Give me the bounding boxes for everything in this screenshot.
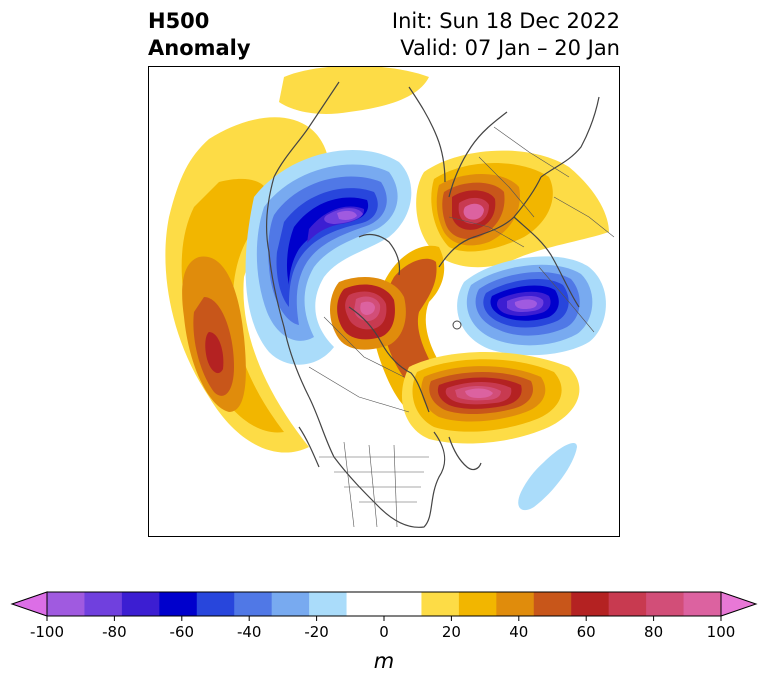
colorbar-unit-label: m xyxy=(374,649,394,673)
colorbar: -100 -80 -60 -40 -20 0 20 40 60 80 100 m xyxy=(0,584,768,684)
anomaly-map xyxy=(149,67,619,536)
greenland-south-tip xyxy=(453,321,461,329)
colorbar-tick-label: 0 xyxy=(379,623,389,641)
colorbar-segment xyxy=(459,592,497,616)
colorbar-tick-label: 20 xyxy=(442,623,461,641)
barents-positive-anomaly xyxy=(416,151,609,268)
colorbar-tick-label: 40 xyxy=(509,623,528,641)
forecast-dates: Init: Sun 18 Dec 2022 Valid: 07 Jan – 20… xyxy=(392,8,620,62)
colorbar-segment xyxy=(496,592,534,616)
colorbar-segment xyxy=(272,592,310,616)
colorbar-segment xyxy=(609,592,647,616)
colorbar-segment xyxy=(684,592,722,616)
map-title: H500 Anomaly xyxy=(148,8,251,62)
colorbar-segment xyxy=(534,592,572,616)
colorbar-segment xyxy=(646,592,684,616)
init-date: Init: Sun 18 Dec 2022 xyxy=(392,8,620,35)
title-line-1: H500 xyxy=(148,8,251,35)
colorbar-segment xyxy=(571,592,609,616)
north-atlantic-positive-anomaly xyxy=(402,352,579,443)
colorbar-segment xyxy=(122,592,160,616)
valid-range: Valid: 07 Jan – 20 Jan xyxy=(392,35,620,62)
colorbar-segment xyxy=(197,592,235,616)
colorbar-tick-label: 100 xyxy=(707,623,736,641)
colorbar-tick-label: -60 xyxy=(170,623,195,641)
subtropical-atlantic-negative-anomaly xyxy=(518,443,577,510)
colorbar-segment xyxy=(421,592,459,616)
colorbar-tick-label: 80 xyxy=(644,623,663,641)
colorbar-tick-label: -20 xyxy=(304,623,329,641)
siberia-arc-positive-anomaly xyxy=(279,67,429,114)
title-line-2: Anomaly xyxy=(148,35,251,62)
colorbar-segment xyxy=(347,592,385,616)
colorbar-tick-label: 60 xyxy=(577,623,596,641)
colorbar-tick-label: -100 xyxy=(30,623,64,641)
map-panel xyxy=(148,66,620,537)
colorbar-segment xyxy=(384,592,422,616)
colorbar-segment xyxy=(84,592,122,616)
colorbar-segment xyxy=(47,592,85,616)
colorbar-tick-label: -80 xyxy=(102,623,127,641)
colorbar-segment xyxy=(159,592,197,616)
colorbar-segment xyxy=(234,592,272,616)
colorbar-extend-max xyxy=(721,592,756,616)
colorbar-segment xyxy=(309,592,347,616)
colorbar-tick-label: -40 xyxy=(237,623,262,641)
colorbar-extend-min xyxy=(12,592,47,616)
siberia-negative-anomaly xyxy=(457,256,606,355)
